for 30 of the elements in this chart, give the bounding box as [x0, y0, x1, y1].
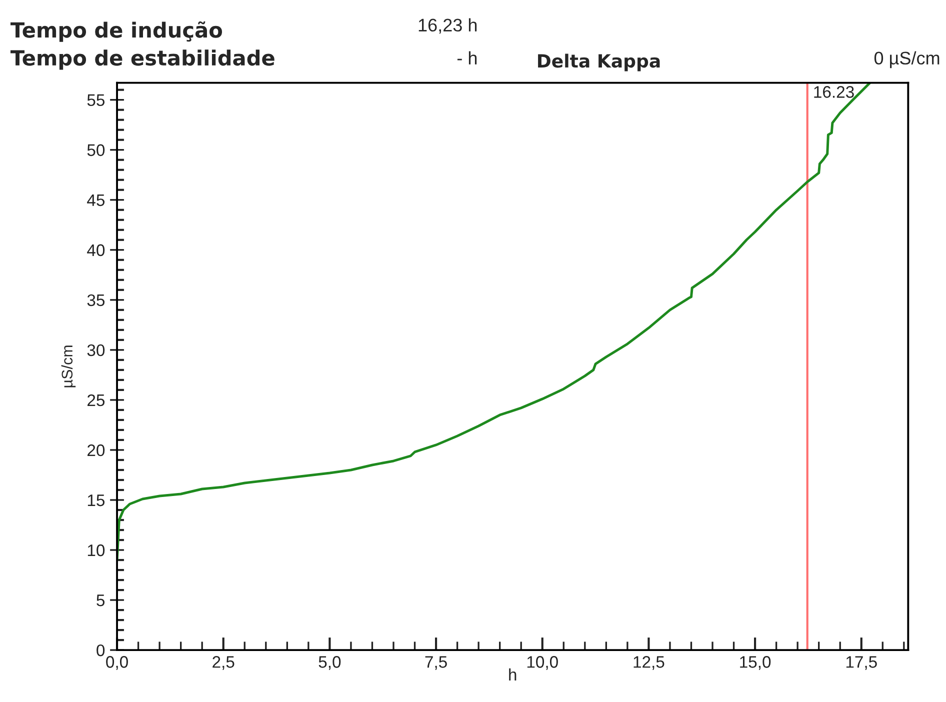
y-tick-label: 10: [88, 544, 105, 556]
y-tick-label: 35: [87, 294, 105, 306]
text: Delta Kappa: [538, 54, 660, 72]
x-tick-label: 10,0: [527, 656, 558, 670]
x-tick-label: 0,0: [106, 656, 128, 670]
text: 0 µS/cm: [874, 51, 940, 68]
text: - h: [457, 51, 477, 64]
y-tick-label: 20: [88, 444, 105, 456]
text: 16,23 h: [418, 18, 477, 34]
y-tick-label: 30: [87, 344, 105, 356]
y-axis-title: µS/cm: [61, 346, 76, 388]
y-tick-label: 40: [87, 244, 105, 256]
x-tick-label: 2,5: [212, 656, 234, 670]
x-tick-label: 7,5: [425, 656, 447, 670]
line-series: [117, 82, 872, 562]
y-tick-label: 0: [96, 644, 105, 656]
ref-line-label: 16.23: [814, 86, 854, 98]
text: Tempo de indução: [10, 21, 222, 42]
x-tick-label: 5,0: [318, 656, 341, 670]
x-tick-label: 17,5: [846, 656, 877, 670]
y-tick-label: 45: [87, 194, 105, 206]
x-tick-label: 15,0: [740, 656, 771, 670]
x-axis-title: h: [509, 668, 516, 680]
x-tick-label: 12,5: [634, 656, 664, 670]
y-tick-label: 15: [88, 494, 105, 506]
y-tick-label: 55: [87, 94, 105, 106]
y-tick-label: 50: [87, 144, 105, 156]
text: Tempo de estabilidade: [10, 50, 274, 70]
y-tick-label: 5: [96, 594, 105, 606]
y-tick-label: 25: [88, 394, 105, 406]
